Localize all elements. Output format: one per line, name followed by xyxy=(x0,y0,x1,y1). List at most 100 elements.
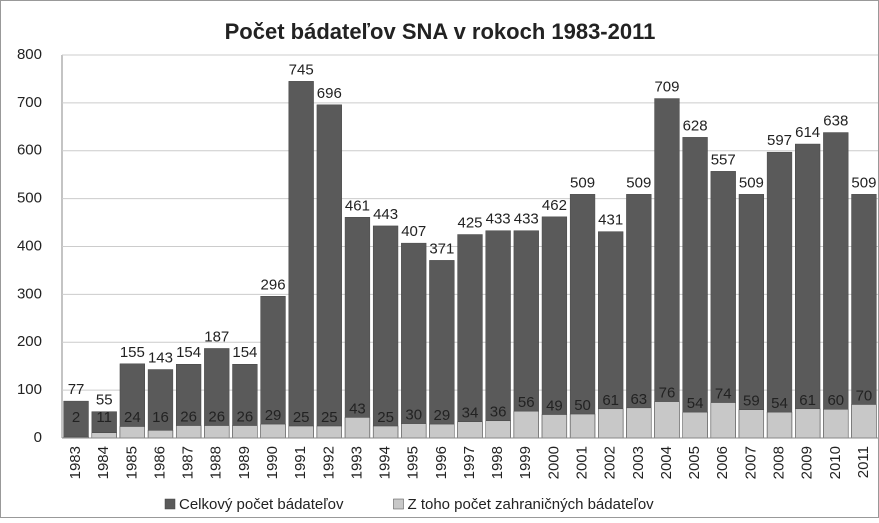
data-label: 34 xyxy=(462,405,479,422)
data-label: 696 xyxy=(317,85,342,102)
bar xyxy=(147,430,174,439)
bar xyxy=(204,425,230,439)
x-tick-label: 1985 xyxy=(123,446,140,479)
bar xyxy=(429,260,455,439)
bar xyxy=(288,425,314,439)
data-label: 70 xyxy=(856,387,873,404)
x-tick-label: 2003 xyxy=(630,446,647,479)
x-tick-label: 2005 xyxy=(686,446,703,479)
data-label: 50 xyxy=(574,397,591,414)
bar xyxy=(316,425,342,439)
x-tick-label: 1990 xyxy=(264,446,281,479)
data-label: 56 xyxy=(518,394,535,411)
x-tick-label: 1991 xyxy=(292,446,309,479)
x-tick-label: 1989 xyxy=(236,446,253,479)
y-tick-label: 700 xyxy=(17,94,42,111)
bar xyxy=(766,411,793,439)
x-tick-label: 1999 xyxy=(517,446,534,479)
bar xyxy=(401,242,427,439)
data-label: 443 xyxy=(373,206,398,223)
bar xyxy=(598,231,624,439)
bar xyxy=(513,410,539,439)
bar xyxy=(485,230,511,439)
bar xyxy=(851,194,877,439)
chart-title: Počet bádateľov SNA v rokoch 1983-2011 xyxy=(225,19,656,44)
x-tick-label: 1983 xyxy=(67,446,84,479)
bar xyxy=(795,143,821,439)
data-label: 29 xyxy=(434,407,451,424)
data-label: 433 xyxy=(486,211,511,228)
y-tick-label: 400 xyxy=(17,237,42,254)
data-label: 26 xyxy=(180,409,197,426)
data-label: 461 xyxy=(345,197,370,214)
x-tick-label: 2002 xyxy=(602,446,619,479)
x-tick-label: 2007 xyxy=(742,446,759,479)
bar xyxy=(204,348,230,439)
data-label: 25 xyxy=(377,409,394,426)
bar xyxy=(147,369,174,439)
data-label: 462 xyxy=(542,197,567,214)
data-label: 54 xyxy=(687,395,704,412)
bar xyxy=(260,296,286,439)
data-label: 509 xyxy=(626,174,651,191)
x-tick-label: 1984 xyxy=(95,446,112,479)
bar xyxy=(626,194,652,439)
data-label: 638 xyxy=(823,113,848,130)
data-label: 597 xyxy=(767,132,792,149)
bar xyxy=(401,423,427,439)
bar xyxy=(823,132,849,439)
bar xyxy=(372,425,399,439)
bar xyxy=(119,426,145,439)
x-tick-label: 1997 xyxy=(461,446,478,479)
bar xyxy=(569,194,596,439)
bar xyxy=(766,151,793,439)
bar xyxy=(710,171,736,439)
y-tick-label: 0 xyxy=(34,429,42,446)
data-label: 296 xyxy=(261,276,286,293)
bar xyxy=(344,417,371,439)
bar xyxy=(626,407,652,439)
data-label: 59 xyxy=(743,393,760,410)
legend-swatch xyxy=(393,498,404,510)
data-label: 431 xyxy=(598,212,623,229)
x-tick-label: 1986 xyxy=(151,446,168,479)
bar xyxy=(654,401,680,439)
data-label: 61 xyxy=(602,392,619,409)
x-tick-label: 2008 xyxy=(770,446,787,479)
data-label: 745 xyxy=(289,61,314,78)
data-label: 16 xyxy=(152,409,169,426)
data-label: 11 xyxy=(96,409,112,426)
bar xyxy=(429,423,455,439)
data-label: 25 xyxy=(293,409,310,426)
y-tick-label: 200 xyxy=(17,333,42,350)
legend-label: Celkový počet bádateľov xyxy=(179,496,344,513)
data-label: 709 xyxy=(654,79,679,96)
legend-swatch xyxy=(164,498,176,510)
bar xyxy=(485,420,511,439)
legend-label: Z toho počet zahraničných bádateľov xyxy=(407,496,654,513)
data-label: 55 xyxy=(96,392,113,409)
x-tick-label: 2010 xyxy=(827,446,844,479)
x-tick-label: 1987 xyxy=(180,446,197,479)
x-tick-label: 1994 xyxy=(377,446,394,479)
bar xyxy=(91,432,117,439)
bar xyxy=(682,137,708,439)
bar xyxy=(598,408,624,439)
x-tick-label: 1998 xyxy=(489,446,506,479)
data-label: 628 xyxy=(683,117,708,134)
data-label: 74 xyxy=(715,386,732,403)
data-label: 49 xyxy=(546,398,563,415)
y-tick-label: 800 xyxy=(17,46,42,63)
data-label: 25 xyxy=(321,409,338,426)
y-tick-label: 500 xyxy=(17,190,42,207)
data-label: 60 xyxy=(827,392,844,409)
data-label: 29 xyxy=(265,407,282,424)
bar xyxy=(513,230,539,439)
bar xyxy=(710,402,736,439)
data-label: 61 xyxy=(799,392,816,409)
bar xyxy=(851,404,877,439)
data-label: 154 xyxy=(176,344,201,361)
data-label: 36 xyxy=(490,404,507,421)
data-label: 43 xyxy=(349,400,366,417)
bar xyxy=(457,234,483,439)
